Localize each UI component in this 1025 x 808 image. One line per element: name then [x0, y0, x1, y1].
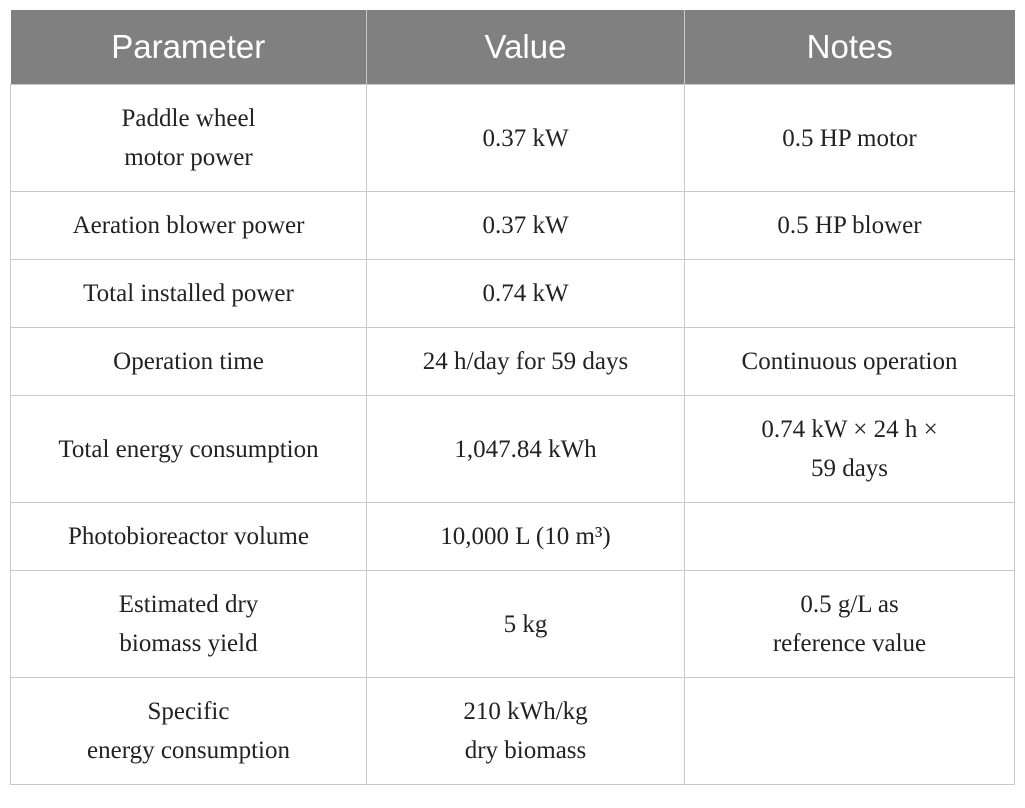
cell-line: Total installed power [83, 280, 294, 307]
cell-value: 0.37 kW [366, 84, 685, 192]
cell-line: 5 kg [503, 610, 548, 638]
cell-parameter: Photobioreactor volume [10, 502, 367, 571]
table-row: Total installed power 0.74 kW [10, 259, 1015, 328]
energy-table-container: Parameter Value Notes Paddle wheel motor… [10, 10, 1015, 785]
energy-parameters-table: Parameter Value Notes Paddle wheel motor… [10, 10, 1015, 785]
cell-line: Paddle wheel [121, 105, 256, 132]
cell-value: 0.74 kW [366, 259, 685, 328]
header-notes: Notes [684, 10, 1015, 85]
cell-value: 24 h/day for 59 days [366, 327, 685, 396]
cell-line: 59 days [810, 455, 889, 482]
cell-line: 0.5 HP motor [782, 124, 917, 152]
cell-value: 210 kWh/kg dry biomass [366, 677, 685, 785]
cell-line: 0.37 kW [482, 212, 569, 239]
cell-parameter: Operation time [10, 327, 367, 396]
cell-line: Operation time [113, 348, 264, 375]
cell-line: 10,000 L (10 m³) [440, 523, 611, 550]
cell-notes: 0.5 HP motor [684, 84, 1015, 192]
cell-notes [684, 677, 1015, 785]
header-parameter: Parameter [10, 10, 367, 85]
cell-line: Total energy consumption [58, 435, 319, 463]
cell-parameter: Total energy consumption [10, 395, 367, 503]
table-row: Estimated dry biomass yield 5 kg 0.5 g/L… [10, 570, 1015, 678]
cell-line: 24 h/day for 59 days [422, 348, 629, 375]
cell-line: reference value [772, 630, 927, 657]
cell-value: 5 kg [366, 570, 685, 678]
cell-notes: 0.5 HP blower [684, 191, 1015, 260]
cell-line: energy consumption [87, 737, 290, 764]
cell-notes: 0.5 g/L as reference value [684, 570, 1015, 678]
table-row: Operation time 24 h/day for 59 days Cont… [10, 327, 1015, 396]
cell-line: Aeration blower power [72, 212, 305, 239]
cell-value: 0.37 kW [366, 191, 685, 260]
table-row: Specific energy consumption 210 kWh/kg d… [10, 677, 1015, 785]
cell-parameter: Aeration blower power [10, 191, 367, 260]
cell-parameter: Estimated dry biomass yield [10, 570, 367, 678]
cell-line: Estimated dry [118, 591, 259, 618]
cell-line: Photobioreactor volume [68, 523, 309, 550]
cell-line: 1,047.84 kWh [454, 435, 597, 463]
cell-notes: Continuous operation [684, 327, 1015, 396]
cell-line: 0.5 g/L as [800, 591, 899, 618]
table-header-row: Parameter Value Notes [10, 10, 1015, 85]
table-row: Photobioreactor volume 10,000 L (10 m³) [10, 502, 1015, 571]
cell-parameter: Paddle wheel motor power [10, 84, 367, 192]
cell-line: 0.37 kW [482, 124, 569, 152]
cell-notes [684, 502, 1015, 571]
cell-line: 210 kWh/kg [463, 698, 588, 725]
cell-line: 0.5 HP blower [777, 212, 922, 239]
cell-notes: 0.74 kW × 24 h × 59 days [684, 395, 1015, 503]
cell-line: biomass yield [119, 630, 258, 657]
table-row: Aeration blower power 0.37 kW 0.5 HP blo… [10, 191, 1015, 260]
cell-line: Continuous operation [741, 348, 958, 375]
cell-value: 1,047.84 kWh [366, 395, 685, 503]
cell-line: Specific [147, 698, 230, 725]
table-row: Total energy consumption 1,047.84 kWh 0.… [10, 395, 1015, 503]
cell-line: dry biomass [464, 737, 587, 764]
cell-value: 10,000 L (10 m³) [366, 502, 685, 571]
cell-notes [684, 259, 1015, 328]
table-row: Paddle wheel motor power 0.37 kW 0.5 HP … [10, 84, 1015, 192]
cell-line: motor power [124, 144, 253, 171]
header-value: Value [366, 10, 685, 85]
cell-line: 0.74 kW [482, 280, 569, 307]
cell-parameter: Specific energy consumption [10, 677, 367, 785]
cell-line: 0.74 kW × 24 h × [761, 416, 938, 443]
cell-parameter: Total installed power [10, 259, 367, 328]
